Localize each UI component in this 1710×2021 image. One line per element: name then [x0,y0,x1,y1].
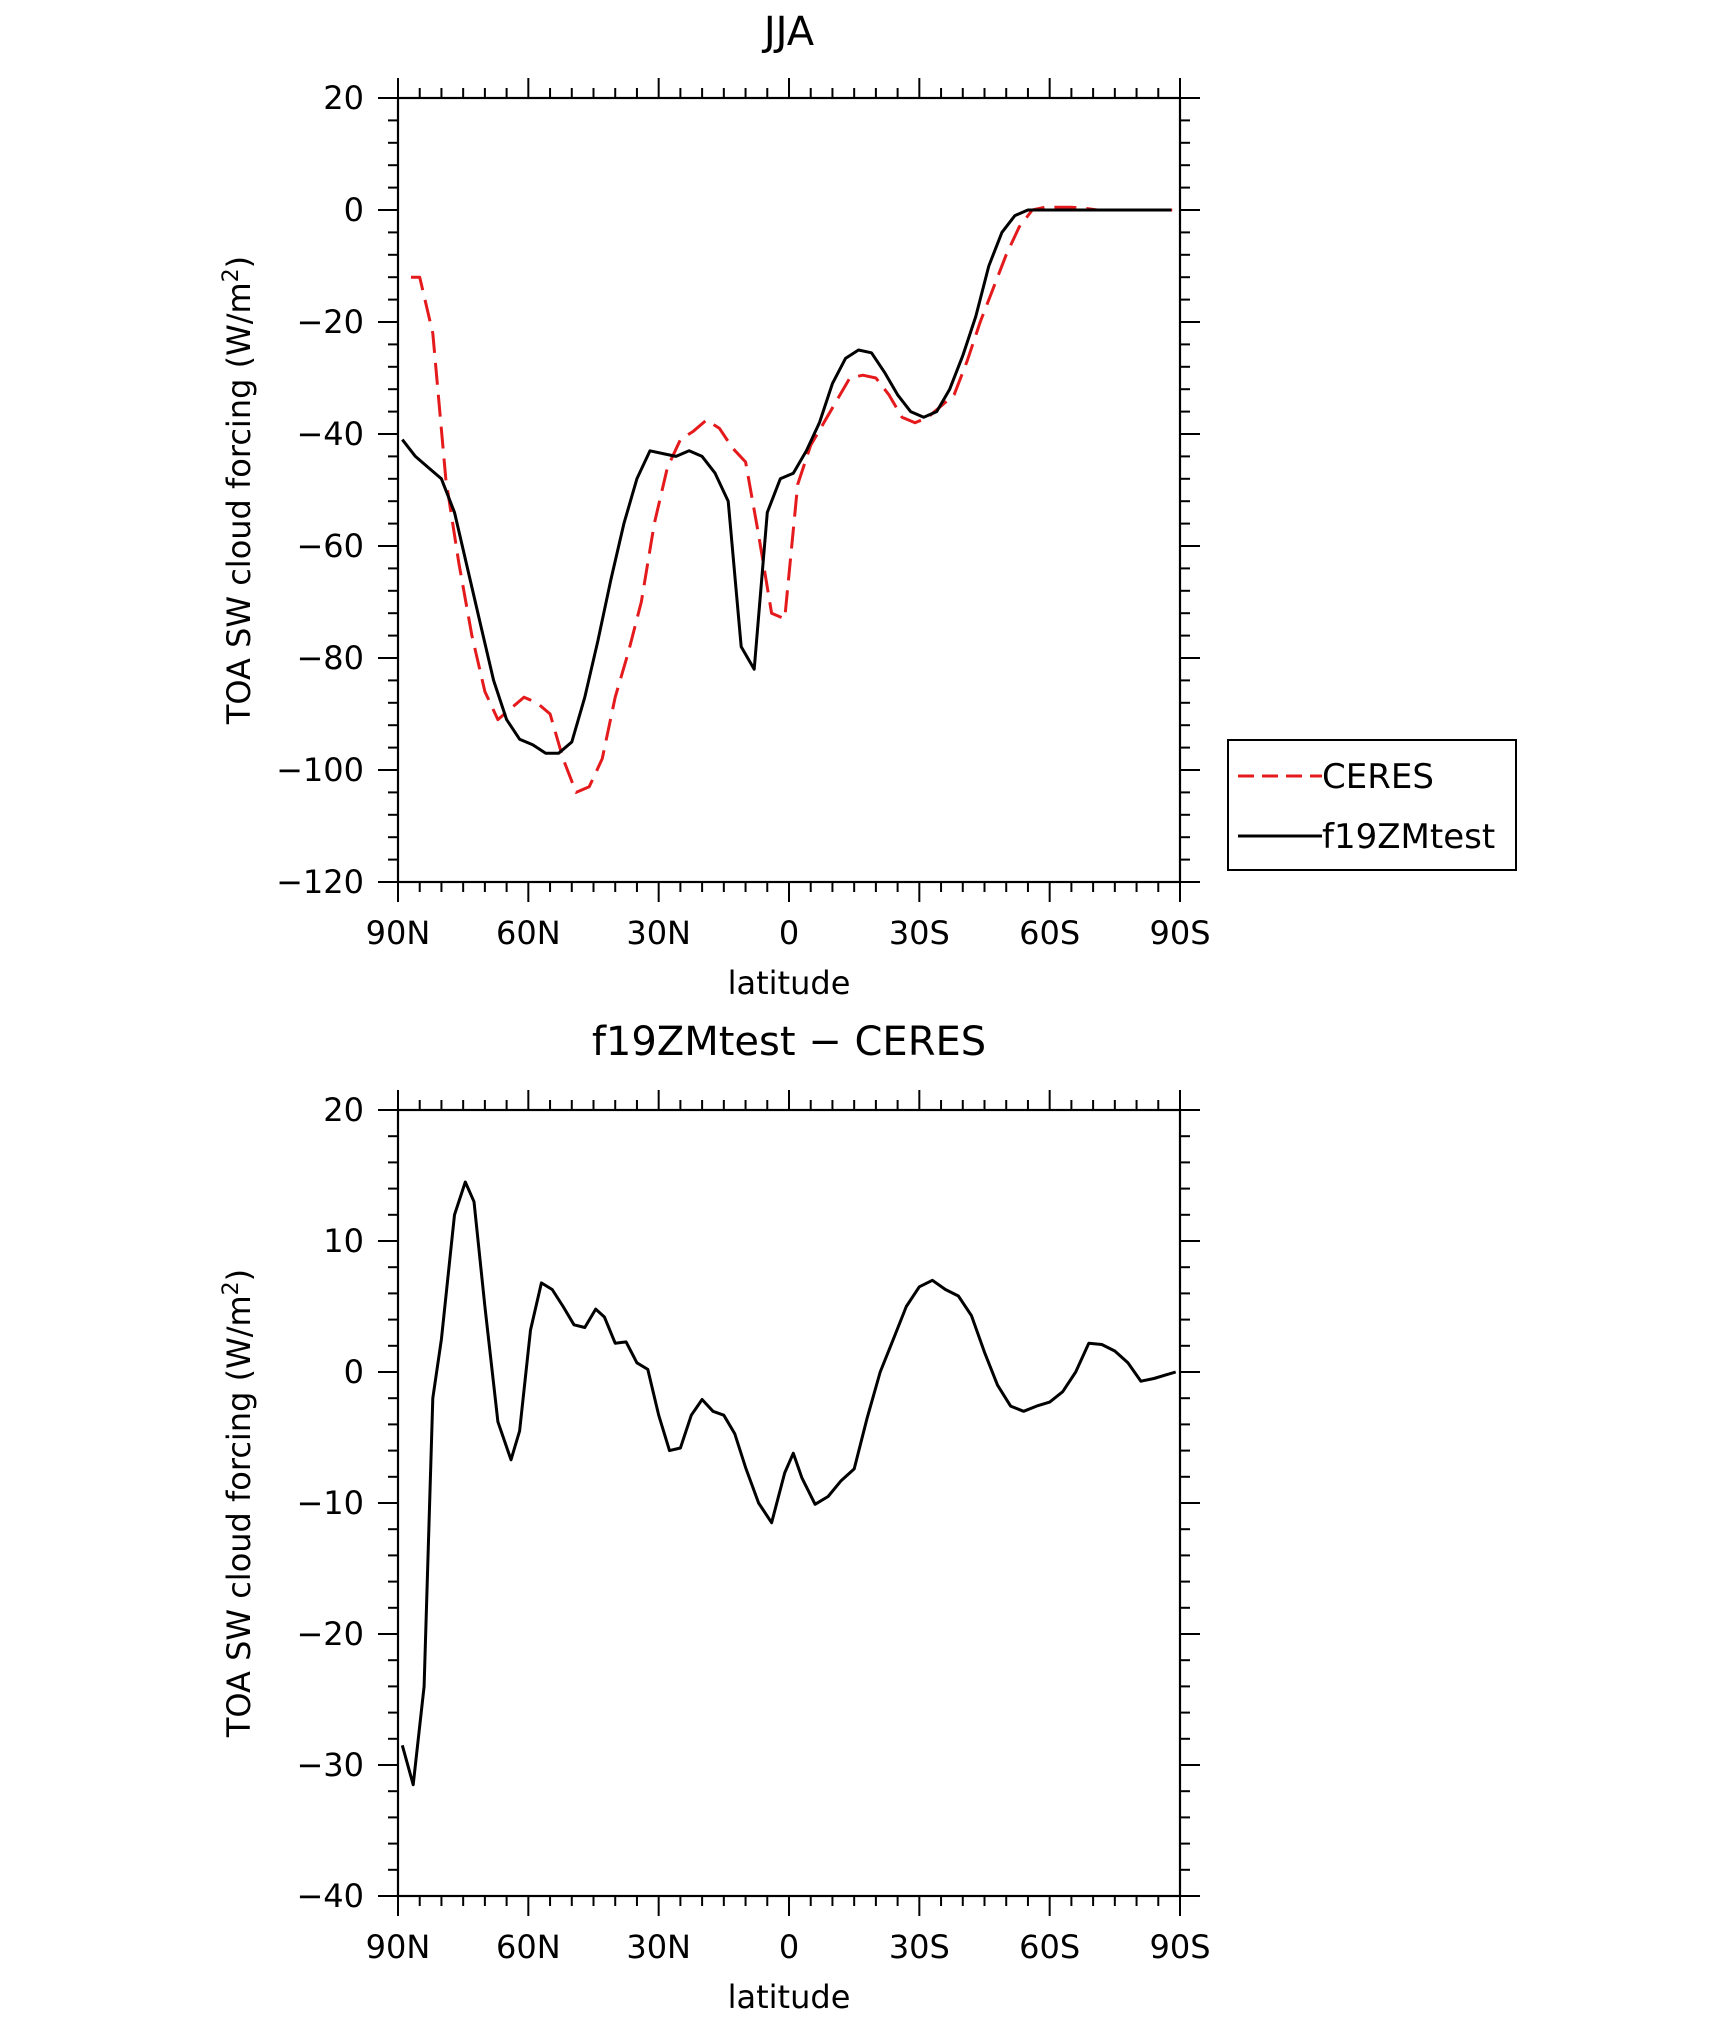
y-axis-label-close: ) [220,1269,258,1281]
x-tick-label: 90S [1149,1928,1210,1966]
y-tick-label: 10 [323,1222,364,1260]
y-axis-label-main: TOA SW cloud forcing (W/m [220,1295,258,1738]
x-tick-label: 90S [1149,914,1210,952]
y-axis-label-close: ) [220,256,258,268]
x-tick-label: 90N [366,914,431,952]
y-tick-label: −120 [276,863,364,901]
plot-frame [396,96,1182,884]
y-axis-label-superscript: 2 [219,268,244,282]
series-line-f19zmtest [401,208,1172,755]
x-tick-label: 60S [1019,1928,1080,1966]
y-tick-label: −100 [276,751,364,789]
y-tick-label: −80 [296,639,364,677]
legend-label-ceres: CERES [1322,757,1434,797]
x-tick-label: 30S [889,1928,950,1966]
legend-box [1227,739,1517,871]
y-axis-label: TOA SW cloud forcing (W/m2) [219,1269,258,1738]
x-tick-label: 30N [626,1928,691,1966]
legend-label-f19zmtest: f19ZMtest [1322,817,1495,857]
y-tick-label: −20 [296,1615,364,1653]
x-axis-label: latitude [728,964,851,1002]
series-line-difference [400,1180,1177,1787]
y-axis-label: TOA SW cloud forcing (W/m2) [219,256,258,725]
plot-frame [396,1108,1182,1898]
y-axis-label-main: TOA SW cloud forcing (W/m [220,282,258,725]
y-tick-label: 20 [323,1091,364,1129]
y-tick-label: 0 [344,191,364,229]
plot-title: JJA [761,9,815,55]
y-tick-label: −60 [296,527,364,565]
y-tick-label: −40 [296,1877,364,1915]
x-axis-label: latitude [728,1978,851,2016]
y-axis-label-superscript: 2 [219,1281,244,1295]
x-tick-label: 90N [366,1928,431,1966]
y-tick-label: 20 [323,79,364,117]
x-tick-label: 60N [496,1928,561,1966]
y-tick-label: −10 [296,1484,364,1522]
x-tick-label: 60N [496,914,561,952]
y-tick-label: −30 [296,1746,364,1784]
plot-title: f19ZMtest − CERES [592,1019,986,1065]
x-tick-label: 0 [779,1928,799,1966]
y-tick-label: −20 [296,303,364,341]
x-tick-label: 30S [889,914,950,952]
y-tick-label: 0 [344,1353,364,1391]
legend: CERES f19ZMtest [1227,739,1517,871]
x-tick-label: 60S [1019,914,1080,952]
x-tick-label: 0 [779,914,799,952]
y-tick-label: −40 [296,415,364,453]
series-line-ceres [411,205,1176,794]
x-tick-label: 30N [626,914,691,952]
